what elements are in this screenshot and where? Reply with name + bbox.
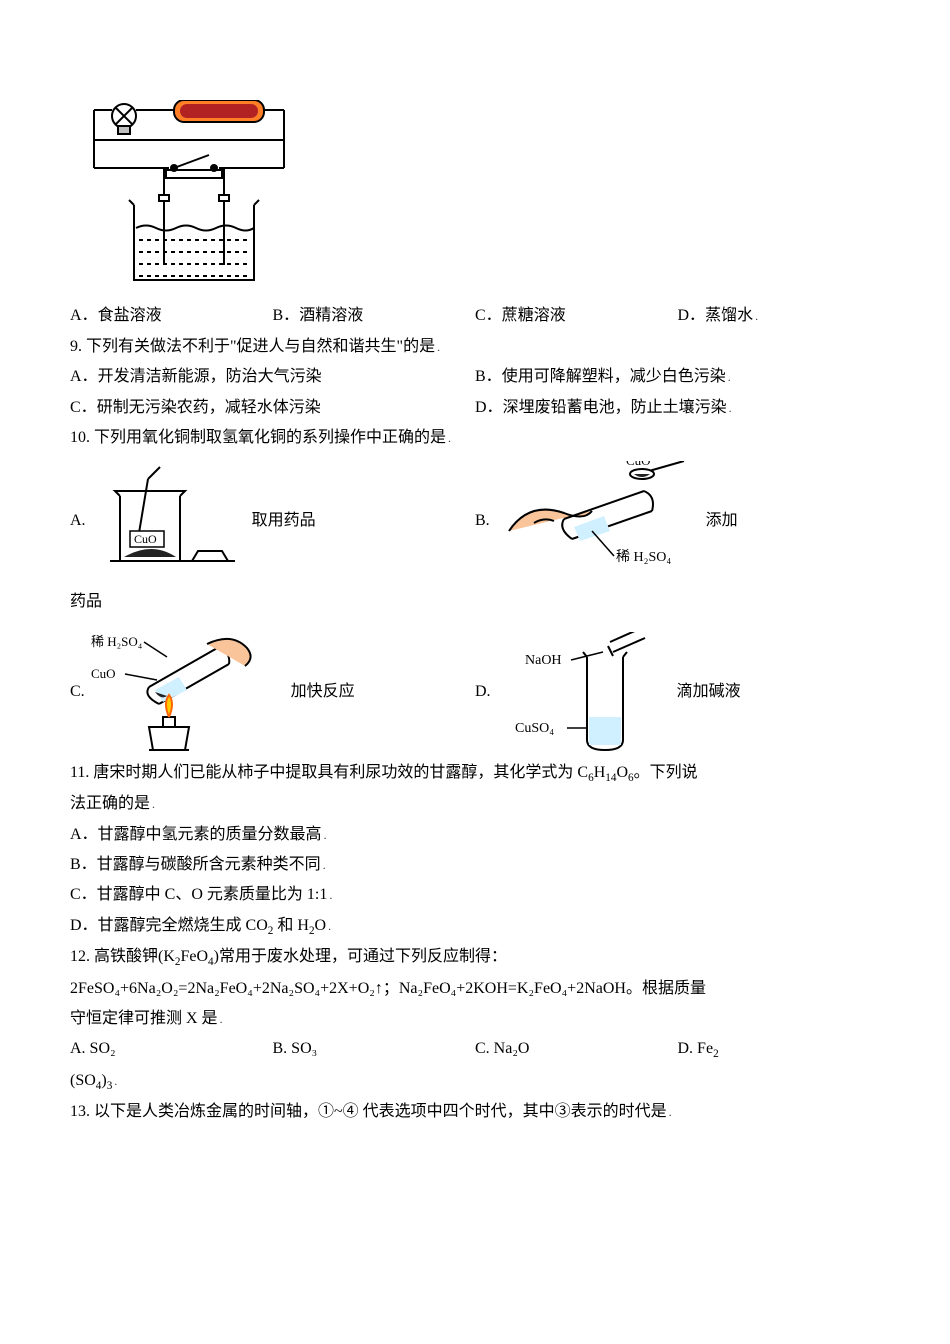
q10-b-figure: CuO 稀 H₂SO₄ [494, 461, 694, 581]
svg-text:稀 H₂SO₄: 稀 H₂SO₄ [91, 634, 143, 649]
q11-stem: 11. 唐宋时期人们已能从柿子中提取具有利尿功效的甘露醇，其化学式为 C6H14… [70, 758, 880, 789]
q9-opt-c: C．研制无污染农药，减轻水体污染 [70, 393, 475, 423]
q10-opt-b: B. CuO [475, 461, 880, 581]
svg-text:CuSO₄: CuSO₄ [515, 721, 554, 736]
q9-opt-d: D．深埋废铅蓄电池，防止土壤污染. [475, 393, 880, 423]
q8-options: A．食盐溶液 B．酒精溶液 C．蔗糖溶液 D．蒸馏水. [70, 301, 880, 331]
q11-stem-line2: 法正确的是. [70, 789, 880, 819]
q12-eq2: 守恒定律可推测 X 是. [70, 1004, 880, 1034]
q12-options: A. SO₂ B. SO₃ C. Na₂O D. Fe2 [70, 1034, 880, 1065]
svg-text:稀 H₂SO₄: 稀 H₂SO₄ [616, 549, 671, 565]
q8-opt-c: C．蔗糖溶液 [475, 301, 678, 331]
q9-options: A．开发清洁新能源，防治大气污染 B．使用可降解塑料，减少白色污染. C．研制无… [70, 362, 880, 423]
q10-b-continuation: 药品 [70, 587, 880, 617]
q13-stem: 13. 以下是人类冶炼金属的时间轴，①~④ 代表选项中四个时代，其中③表示的时代… [70, 1097, 880, 1127]
q12-stem: 12. 高铁酸钾(K2FeO4)常用于废水处理，可通过下列反应制得： [70, 942, 880, 973]
q10-c-figure: 稀 H₂SO₄ CuO [89, 632, 279, 752]
q10-stem: 10. 下列用氧化铜制取氢氧化铜的系列操作中正确的是. [70, 423, 880, 453]
circuit-diagram [74, 100, 304, 290]
q12-opt-a: A. SO₂ [70, 1034, 273, 1065]
q11-opt-c: C．甘露醇中 C、O 元素质量比为 1:1. [70, 880, 880, 910]
q10-opt-c: C. 稀 H₂SO₄ CuO [70, 632, 475, 752]
q8-opt-a: A．食盐溶液 [70, 301, 273, 331]
svg-text:CuO: CuO [91, 666, 116, 681]
q10-a-figure: CuO [90, 461, 240, 581]
q8-figure [74, 100, 304, 290]
svg-text:CuO: CuO [626, 461, 651, 468]
cuo-label: CuO [134, 532, 157, 546]
q11-opt-d: D．甘露醇完全燃烧生成 CO2 和 H2O. [70, 911, 880, 942]
q12-opt-d-line2: (SO4)3. [70, 1066, 880, 1097]
q11-opt-b: B．甘露醇与碳酸所含元素种类不同. [70, 850, 880, 880]
q8-opt-d: D．蒸馏水. [678, 301, 881, 331]
q9-stem: 9. 下列有关做法不利于"促进人与自然和谐共生"的是. [70, 332, 880, 362]
q12-opt-d: D. Fe2 [678, 1034, 881, 1065]
q11-opt-a: A．甘露醇中氢元素的质量分数最高. [70, 820, 880, 850]
q10-d-figure: NaOH CuSO₄ [495, 632, 665, 752]
q9-opt-b: B．使用可降解塑料，减少白色污染. [475, 362, 880, 392]
q8-opt-b: B．酒精溶液 [273, 301, 476, 331]
svg-text:NaOH: NaOH [525, 653, 562, 668]
q9-opt-a: A．开发清洁新能源，防治大气污染 [70, 362, 475, 392]
q12-opt-b: B. SO₃ [273, 1034, 476, 1065]
q12-opt-c: C. Na₂O [475, 1034, 678, 1065]
q12-eq1: 2FeSO₄+6Na₂O₂=2Na₂FeO₄+2Na₂SO₄+2X+O₂↑；Na… [70, 974, 880, 1004]
q10-opt-a: A. [70, 461, 475, 581]
q10-opt-d: D. NaOH CuSO₄ [475, 632, 880, 752]
